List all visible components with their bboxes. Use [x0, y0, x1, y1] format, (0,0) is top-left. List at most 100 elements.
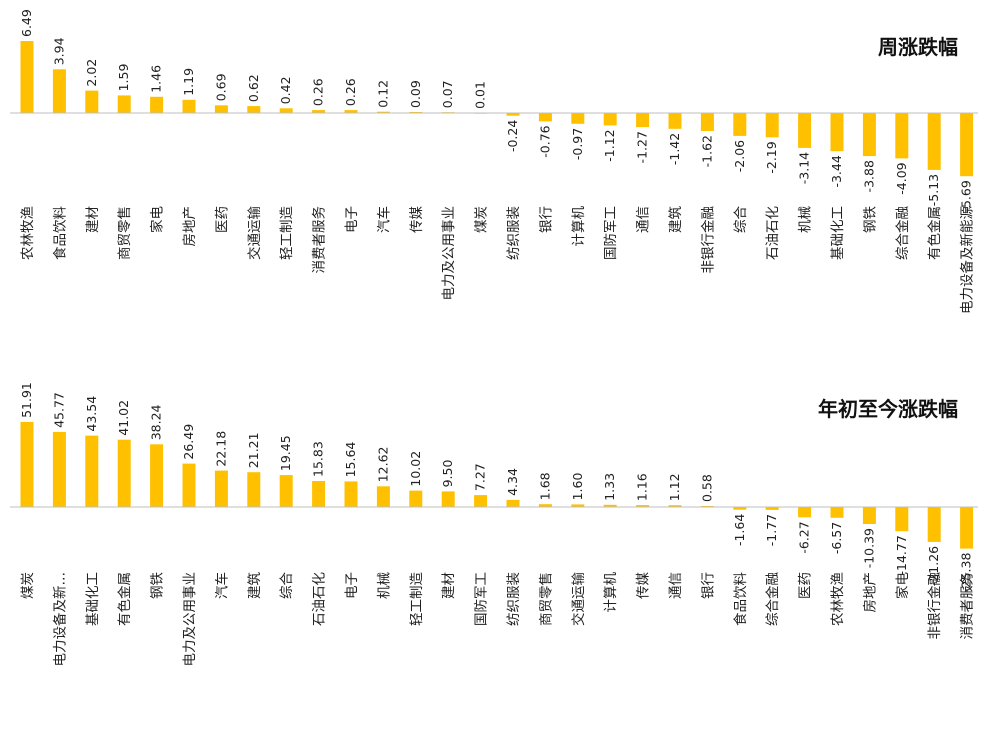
data-label: 12.62	[375, 447, 390, 483]
data-label: 1.59	[116, 64, 131, 92]
data-label: 7.27	[473, 463, 488, 491]
category-label: 基础化工	[829, 206, 846, 260]
data-label: 19.45	[278, 435, 293, 471]
bar	[376, 111, 390, 113]
category-label: 石油石化	[312, 572, 328, 626]
bar	[117, 439, 131, 507]
category-label: 非银行金融	[927, 572, 943, 640]
data-label: -1.27	[635, 131, 650, 163]
bar	[376, 486, 390, 507]
data-label: 0.26	[343, 78, 358, 106]
category-label: 钢铁	[862, 206, 878, 233]
category-label: 家电	[894, 572, 911, 599]
category-label: 电子	[344, 572, 360, 599]
bar	[538, 504, 552, 507]
category-label: 通信	[668, 572, 684, 599]
bar	[441, 491, 455, 507]
category-label: 计算机	[603, 572, 619, 613]
data-label: 51.91	[19, 382, 34, 418]
data-label: 1.60	[570, 473, 585, 501]
bar	[927, 507, 941, 542]
category-label: 综合金融	[765, 572, 781, 626]
bar	[344, 481, 358, 507]
data-label: 0.12	[375, 80, 390, 108]
bar	[960, 507, 974, 549]
category-label: 建筑	[247, 572, 263, 600]
category-label: 汽车	[213, 572, 230, 599]
bar	[247, 472, 261, 507]
bar	[862, 507, 876, 524]
data-label: -2.19	[764, 141, 779, 173]
data-label: -14.77	[894, 535, 909, 575]
bar	[150, 444, 164, 507]
bar	[571, 113, 585, 124]
category-label: 机械	[798, 206, 814, 233]
data-label: 0.09	[408, 80, 423, 108]
category-label: 有色金属	[116, 572, 133, 626]
bar	[765, 507, 779, 510]
data-label: 4.34	[505, 468, 520, 496]
data-label: -6.27	[797, 521, 812, 553]
data-label: 1.16	[635, 473, 650, 501]
category-label: 房地产	[182, 206, 198, 247]
category-label: 电力设备及新能源	[959, 206, 976, 314]
bar	[538, 113, 552, 122]
bar	[214, 470, 228, 507]
category-label: 房地产	[862, 572, 878, 613]
data-label: 2.02	[84, 59, 99, 87]
category-label: 医药	[214, 206, 230, 233]
bar	[52, 431, 66, 507]
data-label: 9.50	[440, 460, 455, 488]
bar	[830, 507, 844, 518]
category-label: 电力及公用事业	[182, 572, 198, 667]
data-label: -6.57	[829, 522, 844, 554]
bar	[474, 495, 488, 507]
bar	[279, 475, 293, 507]
bar	[344, 110, 358, 113]
weekly-change-chart: 6.49 农林牧渔 3.94 食品饮料 2.02 建材 1.59 商贸零售 1.46 家电 1.19…	[10, 9, 978, 314]
bar	[603, 113, 617, 126]
category-label: 综合	[733, 206, 749, 233]
category-label: 有色金属	[926, 206, 943, 260]
category-label: 通信	[636, 206, 652, 233]
bar	[20, 41, 34, 113]
category-label: 医药	[798, 572, 814, 599]
bar	[895, 113, 909, 159]
data-label: -5.13	[926, 174, 941, 206]
bar	[668, 505, 682, 507]
category-label: 钢铁	[150, 572, 166, 600]
category-label: 消费者服务	[312, 206, 328, 274]
category-label: 建材	[441, 572, 457, 599]
data-label: 1.12	[667, 473, 682, 501]
bar	[279, 108, 293, 113]
data-label: 0.01	[473, 81, 488, 109]
category-label: 综合	[279, 572, 295, 600]
ytd-change-chart: 51.91 煤炭 45.77 电力设备及新… 43.54 基础化工 41.02 有色金属 38.…	[10, 382, 978, 667]
bar	[668, 113, 682, 129]
bar	[506, 499, 520, 507]
category-label: 纺织服装	[506, 572, 522, 626]
category-label: 石油石化	[765, 206, 781, 260]
data-label: 38.24	[149, 404, 164, 440]
bar	[214, 105, 228, 113]
data-label: -0.24	[505, 120, 520, 152]
bar	[571, 504, 585, 507]
bar	[798, 113, 812, 148]
category-label: 传媒	[409, 206, 425, 233]
data-label: -25.38	[959, 553, 974, 593]
category-label: 综合金融	[895, 206, 911, 260]
category-label: 轻工制造	[409, 572, 425, 626]
category-label: 煤炭	[20, 572, 36, 599]
bar	[52, 69, 66, 113]
data-label: 0.58	[699, 474, 714, 502]
chart-title-weekly: 周涨跌幅	[878, 35, 958, 59]
data-label: -0.76	[537, 125, 552, 157]
bar	[150, 96, 164, 113]
data-label: 1.33	[602, 473, 617, 501]
data-label: -1.42	[667, 133, 682, 165]
category-label: 纺织服装	[506, 206, 522, 260]
bar	[960, 113, 974, 177]
category-label: 传媒	[636, 572, 652, 600]
bar	[603, 504, 617, 507]
